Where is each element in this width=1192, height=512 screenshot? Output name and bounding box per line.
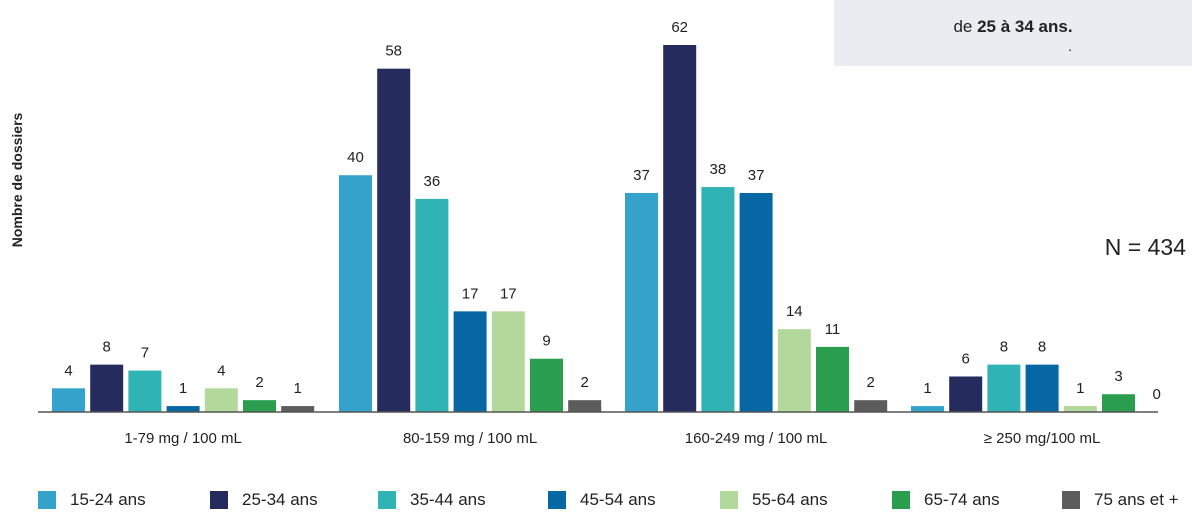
- bar-1-1: [52, 388, 85, 412]
- callout-box: de 25 à 34 ans. .: [834, 0, 1192, 66]
- bars-group: [52, 45, 1135, 412]
- value-label-4-5: 1: [1076, 380, 1084, 397]
- value-label-3-4: 37: [748, 167, 765, 184]
- bar-3-5: [777, 329, 811, 412]
- bar-1-2: [90, 364, 124, 412]
- bar-1-7: [281, 406, 315, 412]
- value-label-1-5: 4: [217, 362, 225, 379]
- value-label-1-2: 8: [103, 339, 111, 356]
- value-label-2-6: 9: [542, 333, 550, 350]
- value-label-4-4: 8: [1038, 339, 1046, 356]
- bar-4-1: [911, 406, 944, 412]
- value-label-3-2: 62: [671, 19, 688, 36]
- bar-1-5: [204, 388, 238, 412]
- legend-label: 45-54 ans: [580, 490, 656, 509]
- category-label-2: 80-159 mg / 100 mL: [403, 430, 537, 447]
- legend-item-5: 55-64 ans: [720, 489, 828, 511]
- legend-label: 65-74 ans: [924, 490, 1000, 509]
- sample-size-annotation: N = 434: [1105, 234, 1186, 260]
- legend-item-3: 35-44 ans: [378, 489, 486, 511]
- legend-swatch: [892, 491, 910, 509]
- legend-swatch: [548, 491, 566, 509]
- value-label-2-7: 2: [581, 374, 589, 391]
- value-label-2-5: 17: [500, 285, 517, 302]
- legend-swatch: [210, 491, 228, 509]
- legend-item-6: 65-74 ans: [892, 489, 1000, 511]
- value-label-1-6: 2: [255, 374, 263, 391]
- value-label-1-1: 4: [64, 362, 72, 379]
- bar-3-7: [854, 400, 888, 412]
- value-label-4-7: 0: [1153, 386, 1161, 403]
- legend-label: 25-34 ans: [242, 490, 318, 509]
- y-axis-label: Nombre de dossiers: [9, 112, 25, 247]
- legend-swatch: [1062, 491, 1080, 509]
- value-label-3-1: 37: [633, 167, 650, 184]
- value-label-4-2: 6: [962, 350, 970, 367]
- bar-4-2: [949, 376, 983, 412]
- legend-label: 35-44 ans: [410, 490, 486, 509]
- legend-item-7: 75 ans et +: [1062, 489, 1179, 511]
- bar-3-6: [816, 346, 849, 412]
- bar-3-3: [701, 187, 735, 412]
- value-label-2-3: 36: [424, 173, 441, 190]
- bar-4-6: [1102, 394, 1135, 412]
- value-label-4-1: 1: [923, 380, 931, 397]
- legend: 15-24 ans 25-34 ans 35-44 ans 45-54 ans 55-6…: [0, 489, 1192, 511]
- category-label-1: 1-79 mg / 100 mL: [124, 430, 242, 447]
- legend-item-4: 45-54 ans: [548, 489, 656, 511]
- bar-1-6: [243, 400, 276, 412]
- legend-label: 55-64 ans: [752, 490, 828, 509]
- bar-3-4: [739, 192, 773, 412]
- bar-2-5: [491, 311, 525, 412]
- bar-4-3: [987, 364, 1021, 412]
- bar-1-3: [128, 370, 162, 412]
- value-label-2-2: 58: [385, 43, 402, 60]
- value-label-1-3: 7: [141, 345, 149, 362]
- bar-4-5: [1063, 406, 1097, 412]
- value-label-4-6: 3: [1114, 368, 1122, 385]
- bar-2-7: [568, 400, 602, 412]
- callout-dot: .: [1068, 38, 1072, 54]
- legend-swatch: [378, 491, 396, 509]
- bar-2-6: [530, 358, 563, 412]
- value-label-3-6: 11: [825, 321, 841, 338]
- callout-line1-clipped: [834, 0, 1192, 8]
- bar-2-3: [415, 198, 449, 412]
- bar-2-4: [453, 311, 487, 412]
- bar-3-1: [625, 192, 658, 412]
- value-label-4-3: 8: [1000, 339, 1008, 356]
- value-label-2-4: 17: [462, 285, 479, 302]
- category-labels-group: 1-79 mg / 100 mL 80-159 mg / 100 mL 160-24…: [124, 430, 1100, 447]
- value-label-3-5: 14: [786, 303, 803, 320]
- callout-prefix: de: [953, 17, 978, 36]
- legend-swatch: [38, 491, 56, 509]
- value-label-2-1: 40: [347, 149, 364, 166]
- category-label-3: 160-249 mg / 100 mL: [685, 430, 828, 447]
- category-label-4: ≥ 250 mg/100 mL: [984, 430, 1101, 447]
- callout-age-group: 25 à 34 ans.: [977, 17, 1073, 36]
- bar-2-2: [377, 68, 411, 412]
- value-label-1-7: 1: [294, 380, 302, 397]
- bar-3-2: [663, 45, 697, 412]
- legend-swatch: [720, 491, 738, 509]
- value-label-3-7: 2: [867, 374, 875, 391]
- legend-label: 15-24 ans: [70, 490, 146, 509]
- value-label-3-3: 38: [710, 161, 727, 178]
- bar-2-1: [339, 175, 372, 412]
- legend-label: 75 ans et +: [1094, 490, 1179, 509]
- callout-line2: de 25 à 34 ans.: [834, 17, 1192, 37]
- legend-item-2: 25-34 ans: [210, 489, 318, 511]
- bar-4-4: [1025, 364, 1059, 412]
- value-label-1-4: 1: [179, 380, 187, 397]
- legend-item-1: 15-24 ans: [38, 489, 146, 511]
- bar-1-4: [166, 406, 200, 412]
